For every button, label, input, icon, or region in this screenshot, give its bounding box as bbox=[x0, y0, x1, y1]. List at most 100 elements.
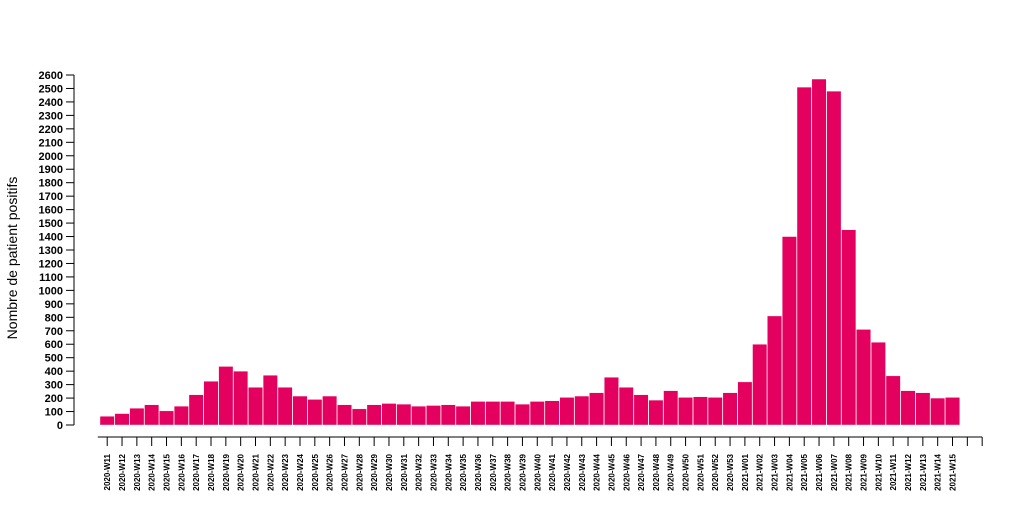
y-tick-label: 2400 bbox=[39, 97, 63, 109]
bar bbox=[767, 315, 782, 426]
x-tick-label: 2020-W20 bbox=[237, 453, 246, 490]
x-tick-label: 2020-W45 bbox=[607, 453, 616, 490]
bar bbox=[544, 400, 560, 426]
x-tick-label: 2020-W33 bbox=[429, 453, 438, 490]
bar bbox=[856, 329, 871, 426]
bar bbox=[351, 408, 367, 426]
bar bbox=[885, 375, 901, 426]
y-tick-label: 0 bbox=[57, 420, 63, 432]
bar bbox=[796, 86, 812, 426]
bar bbox=[559, 397, 575, 426]
bar bbox=[663, 390, 679, 426]
x-tick-label: 2020-W32 bbox=[415, 453, 424, 490]
x-tick-label: 2020-W37 bbox=[489, 453, 498, 490]
bar bbox=[826, 90, 842, 426]
x-tick-label: 2020-W47 bbox=[637, 453, 646, 490]
x-tick-label: 2021-W02 bbox=[756, 453, 765, 490]
bar bbox=[114, 413, 130, 426]
bar bbox=[381, 403, 397, 426]
bar bbox=[485, 401, 501, 426]
x-tick-label: 2021-W03 bbox=[771, 453, 780, 490]
x-tick-label: 2020-W16 bbox=[177, 453, 186, 490]
x-tick-label: 2021-W13 bbox=[919, 453, 928, 490]
x-tick-label: 2020-W18 bbox=[207, 453, 216, 490]
bar bbox=[515, 403, 530, 426]
bar bbox=[811, 78, 827, 426]
x-tick-label: 2021-W09 bbox=[860, 453, 869, 490]
bar bbox=[173, 405, 189, 426]
bar bbox=[693, 396, 708, 426]
y-tick-label: 1100 bbox=[39, 272, 63, 284]
y-tick-label: 1300 bbox=[39, 245, 63, 257]
bar bbox=[248, 387, 263, 426]
y-tick-label: 1800 bbox=[39, 178, 63, 190]
bar bbox=[500, 401, 516, 426]
y-tick-label: 2600 bbox=[39, 70, 63, 82]
x-tick-label: 2021-W01 bbox=[741, 453, 750, 490]
bar bbox=[218, 366, 234, 426]
x-tick-label: 2020-W52 bbox=[711, 453, 720, 490]
bar bbox=[99, 416, 115, 426]
y-tick-label: 400 bbox=[45, 366, 63, 378]
y-tick-label: 2500 bbox=[39, 83, 63, 95]
bar bbox=[307, 399, 323, 426]
bar bbox=[203, 381, 219, 426]
x-tick-label: 2020-W14 bbox=[148, 453, 157, 490]
x-tick-label: 2020-W29 bbox=[370, 453, 379, 490]
x-tick-label: 2020-W30 bbox=[385, 453, 394, 490]
x-tick-label: 2020-W15 bbox=[163, 453, 172, 490]
bar bbox=[144, 404, 160, 426]
x-tick-label: 2020-W11 bbox=[103, 453, 112, 490]
y-tick-label: 100 bbox=[45, 407, 63, 419]
x-tick-label: 2021-W07 bbox=[830, 453, 839, 490]
x-tick-label: 2020-W49 bbox=[667, 453, 676, 490]
x-tick-label: 2021-W12 bbox=[904, 453, 913, 490]
bar bbox=[455, 405, 471, 426]
bar bbox=[188, 394, 204, 426]
y-tick-label: 1900 bbox=[39, 164, 63, 176]
x-tick-label: 2020-W39 bbox=[518, 453, 527, 490]
x-tick-label: 2020-W48 bbox=[652, 453, 661, 490]
x-tick-label: 2020-W43 bbox=[578, 453, 587, 490]
x-tick-label: 2020-W19 bbox=[222, 453, 231, 490]
x-tick-label: 2020-W53 bbox=[726, 453, 735, 490]
bar bbox=[722, 392, 738, 426]
bar bbox=[292, 395, 308, 426]
x-tick-label: 2020-W50 bbox=[682, 453, 691, 490]
x-tick-label: 2020-W21 bbox=[252, 453, 261, 490]
bar bbox=[841, 229, 857, 426]
y-tick-label: 2300 bbox=[39, 110, 63, 122]
bar bbox=[574, 395, 590, 426]
bar bbox=[159, 410, 174, 426]
bar bbox=[337, 404, 352, 426]
x-tick-label: 2020-W46 bbox=[622, 453, 631, 490]
y-tick-label: 2000 bbox=[39, 151, 63, 163]
y-axis-title: Nombre de patient positifs bbox=[4, 177, 20, 340]
bar bbox=[440, 404, 456, 426]
x-tick-label: 2021-W11 bbox=[889, 453, 898, 490]
x-tick-label: 2020-W22 bbox=[266, 453, 275, 490]
bar bbox=[915, 392, 931, 426]
y-tick-label: 1000 bbox=[39, 285, 63, 297]
y-tick-label: 2100 bbox=[39, 137, 63, 149]
x-tick-label: 2020-W17 bbox=[192, 453, 201, 490]
bar bbox=[781, 236, 797, 426]
bar bbox=[870, 342, 886, 426]
bar bbox=[366, 404, 382, 426]
x-tick-label: 2021-W15 bbox=[949, 453, 958, 490]
y-tick-label: 1700 bbox=[39, 191, 63, 203]
bar bbox=[945, 397, 960, 426]
bar bbox=[529, 401, 545, 426]
bar bbox=[322, 395, 338, 426]
x-tick-label: 2020-W51 bbox=[696, 453, 705, 490]
x-tick-label: 2020-W40 bbox=[533, 453, 542, 490]
bar bbox=[129, 407, 145, 426]
bar bbox=[930, 397, 946, 426]
bar bbox=[752, 344, 768, 426]
y-tick-label: 800 bbox=[45, 312, 63, 324]
bar bbox=[470, 401, 486, 426]
bar bbox=[618, 387, 634, 426]
bar bbox=[262, 374, 278, 426]
y-tick-label: 700 bbox=[45, 326, 63, 338]
